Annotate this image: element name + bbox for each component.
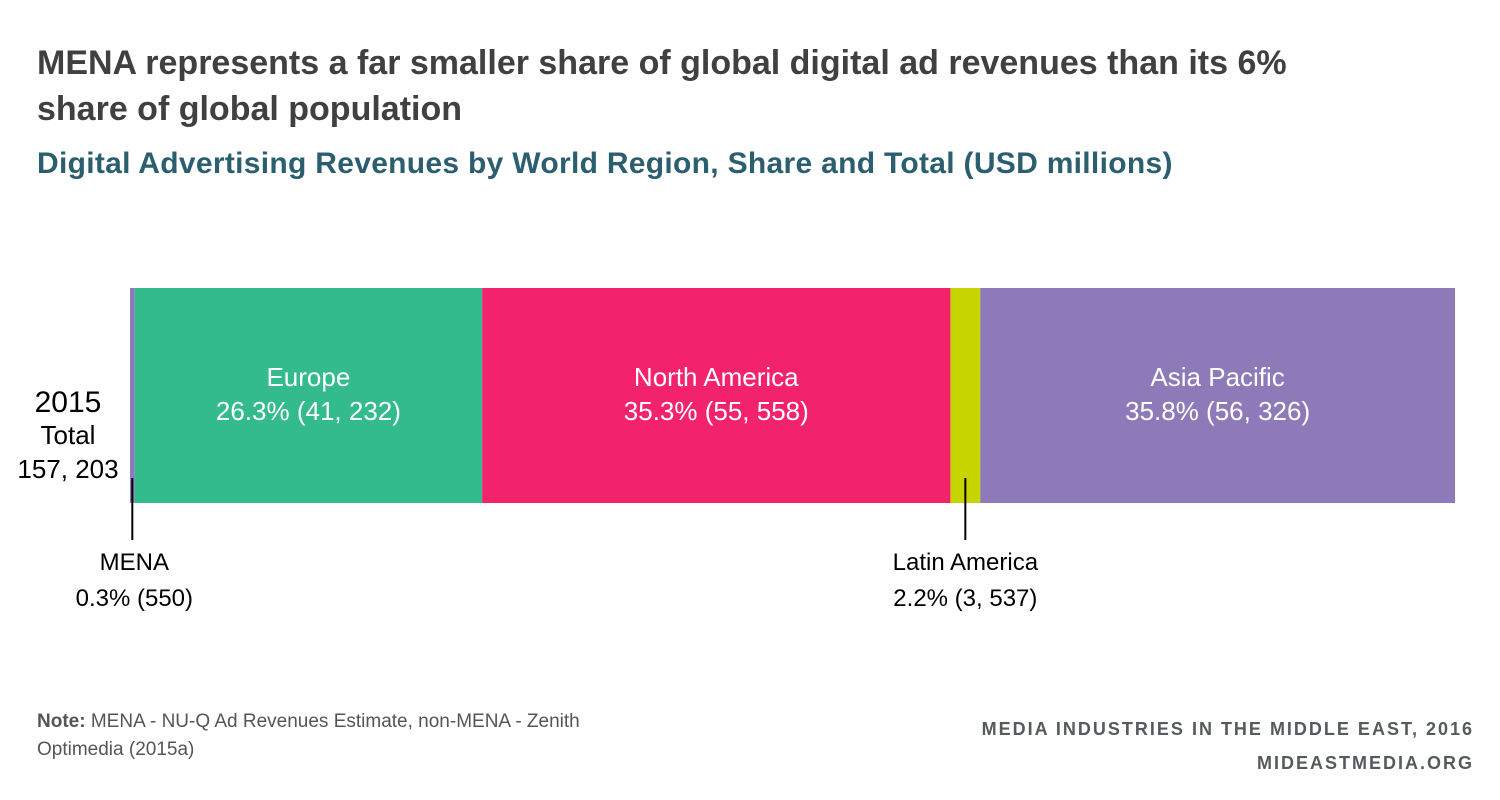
chart-title: MENA represents a far smaller share of g… <box>37 44 1287 128</box>
row-label-total-value: 157, 203 <box>17 454 118 484</box>
segment-name-asia-pacific: Asia Pacific <box>1150 362 1284 392</box>
source-credit: MEDIA INDUSTRIES IN THE MIDDLE EAST, 201… <box>982 712 1474 780</box>
segment-value-mena: 0.3% (550) <box>76 585 193 612</box>
bar-segment-europe <box>134 288 483 503</box>
segment-name-mena: MENA <box>100 549 169 576</box>
source-line-website: MIDEASTMEDIA.ORG <box>1256 753 1474 773</box>
note: Note: MENA - NU-Q Ad Revenues Estimate, … <box>37 708 597 764</box>
bar-segment-north-america <box>482 288 951 503</box>
note-text: MENA - NU-Q Ad Revenues Estimate, non-ME… <box>37 711 580 760</box>
chart-subtitle: Digital Advertising Revenues by World Re… <box>37 147 1173 180</box>
segment-name-north-america: North America <box>634 362 799 392</box>
row-label-total: Total <box>41 420 96 450</box>
note-label: Note: <box>37 711 86 732</box>
segment-value-asia-pacific: 35.8% (56, 326) <box>1125 396 1310 426</box>
bar-segment-asia-pacific <box>980 288 1455 503</box>
bar-segment-latin-america <box>950 288 981 503</box>
segment-name-latin-america: Latin America <box>893 549 1039 576</box>
source-line-publication: MEDIA INDUSTRIES IN THE MIDDLE EAST, 201… <box>981 719 1474 739</box>
bar-segment-mena <box>130 288 135 503</box>
segment-value-europe: 26.3% (41, 232) <box>216 396 401 426</box>
segment-name-europe: Europe <box>266 362 350 392</box>
segment-value-latin-america: 2.2% (3, 537) <box>893 585 1037 612</box>
segment-value-north-america: 35.3% (55, 558) <box>624 396 809 426</box>
row-label-year: 2015 <box>35 386 102 419</box>
